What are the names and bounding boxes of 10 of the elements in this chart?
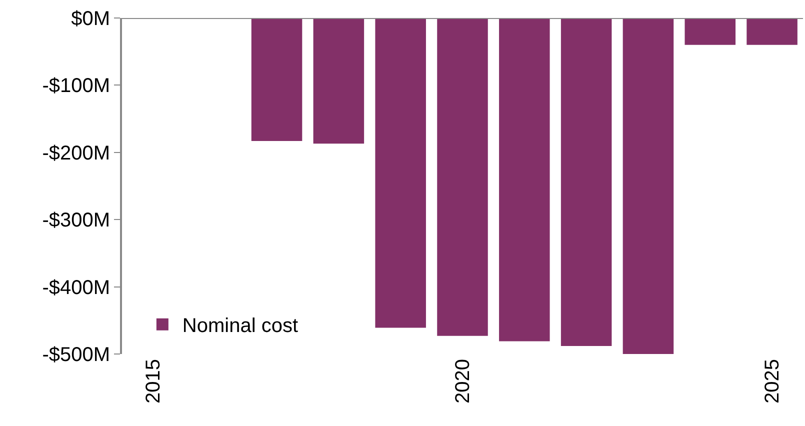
y-tick-label: -$400M bbox=[42, 276, 110, 299]
x-tick-label: 2015 bbox=[142, 359, 164, 404]
y-tick-label: -$500M bbox=[42, 344, 110, 366]
y-tick-label: -$100M bbox=[42, 75, 110, 98]
legend-label: Nominal cost bbox=[182, 315, 298, 338]
y-tick-label: -$200M bbox=[42, 142, 110, 164]
y-tick-label: -$300M bbox=[42, 210, 110, 232]
x-tick-label: 2025 bbox=[762, 359, 784, 404]
x-tick-label: 2020 bbox=[452, 359, 474, 404]
y-tick-label: $0M bbox=[71, 8, 110, 30]
